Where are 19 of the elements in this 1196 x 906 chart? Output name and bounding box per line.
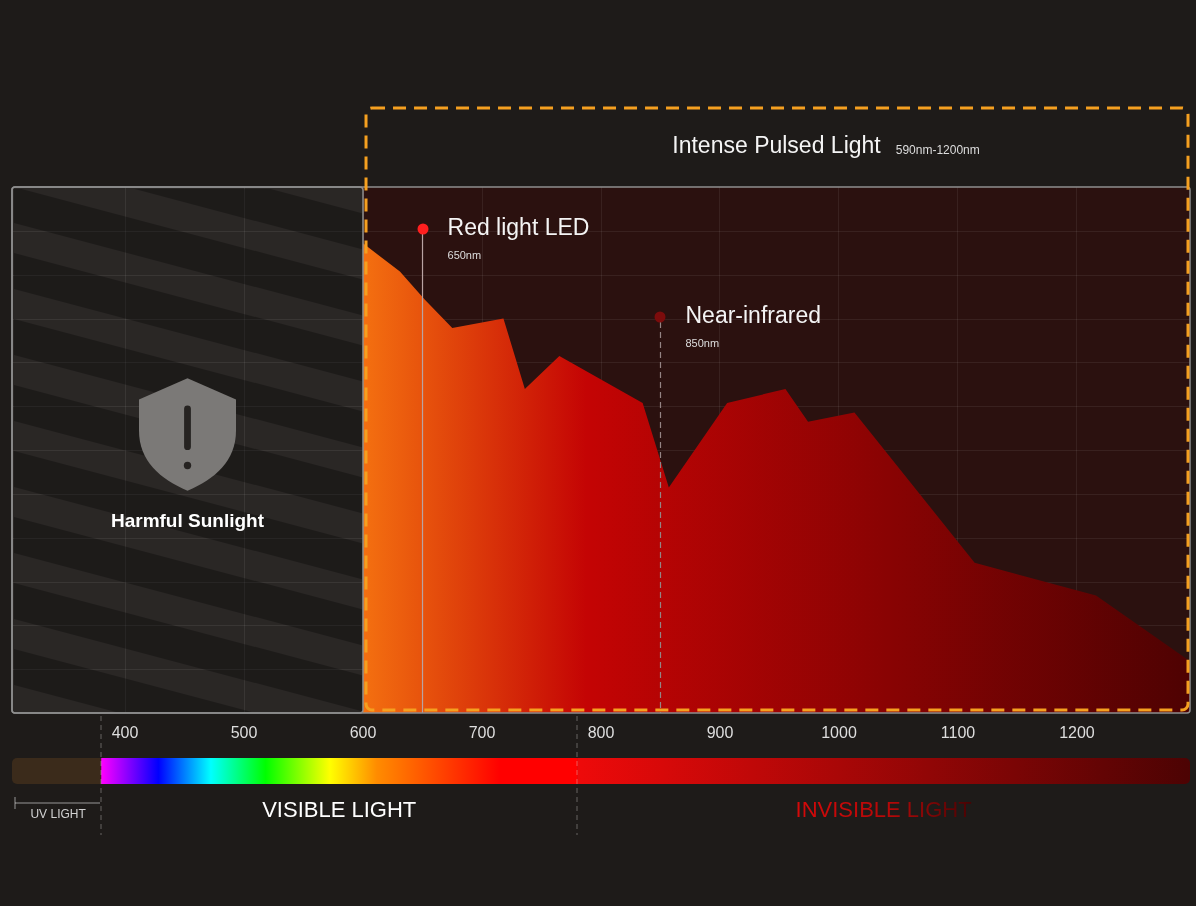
annotation: 650nm	[447, 249, 482, 262]
x-tick-label: 700	[468, 724, 496, 742]
x-tick-label: 800	[587, 724, 615, 742]
x-tick-label: 1000	[821, 724, 857, 742]
x-tick-label: 500	[230, 724, 258, 742]
text: UV LIGHT	[30, 807, 87, 822]
x-tick-label: 600	[349, 724, 377, 742]
x-tick-label: 900	[706, 724, 734, 742]
annotation: 850nm	[685, 337, 720, 350]
x-tick-label: 1200	[1059, 724, 1095, 742]
text: VISIBLE LIGHT	[262, 797, 417, 823]
ref-line-label: Near-infrared	[685, 302, 821, 329]
band-label: Harmful Sunlight	[110, 510, 265, 532]
band-label: Intense Pulsed Light	[672, 132, 882, 159]
text: INVISIBLE LIGHT	[795, 797, 972, 823]
x-tick-label: 400	[111, 724, 139, 742]
text: 590nm-1200nm	[895, 143, 980, 158]
ref-line-label: Red light LED	[447, 214, 590, 241]
x-tick-label: 1100	[940, 724, 976, 742]
